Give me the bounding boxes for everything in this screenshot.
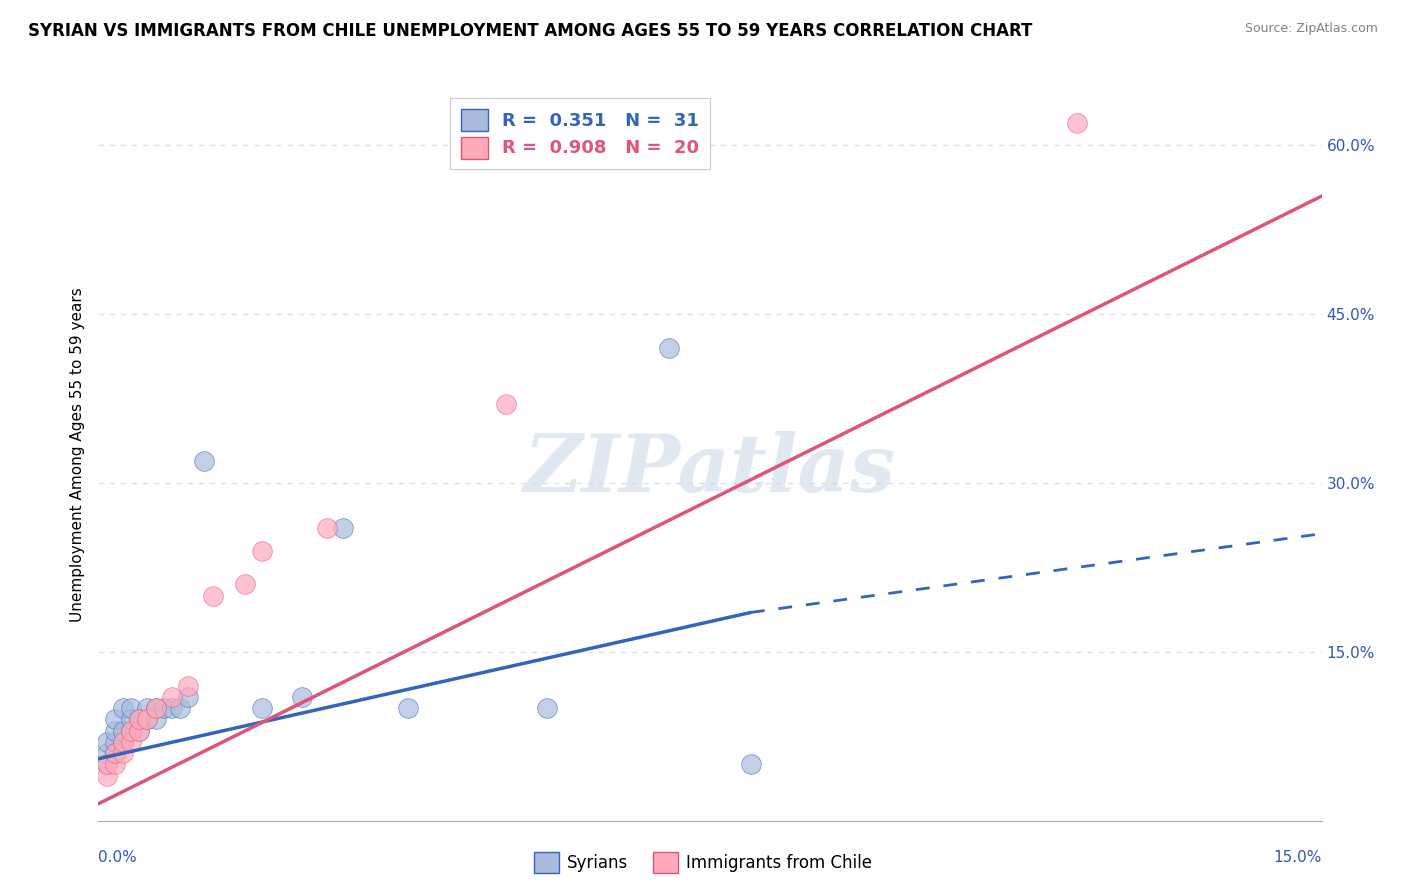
Point bbox=[136, 712, 159, 726]
Point bbox=[120, 723, 142, 738]
Point bbox=[104, 746, 127, 760]
Point bbox=[104, 735, 127, 749]
Point bbox=[120, 723, 142, 738]
Point bbox=[177, 679, 200, 693]
Point bbox=[396, 701, 419, 715]
Point bbox=[128, 712, 150, 726]
Point bbox=[104, 712, 127, 726]
Point bbox=[120, 712, 142, 726]
Point bbox=[169, 701, 191, 715]
Point bbox=[145, 701, 167, 715]
Point bbox=[177, 690, 200, 704]
Text: 15.0%: 15.0% bbox=[1274, 850, 1322, 865]
Point bbox=[495, 397, 517, 411]
Point bbox=[160, 690, 183, 704]
Point bbox=[291, 690, 314, 704]
Point bbox=[250, 701, 273, 715]
Point bbox=[332, 521, 354, 535]
Point bbox=[193, 453, 215, 467]
Point bbox=[136, 701, 159, 715]
Point bbox=[128, 723, 150, 738]
Point bbox=[120, 701, 142, 715]
Point bbox=[111, 746, 134, 760]
Point bbox=[111, 701, 134, 715]
Legend: R =  0.351   N =  31, R =  0.908   N =  20: R = 0.351 N = 31, R = 0.908 N = 20 bbox=[450, 98, 710, 169]
Point bbox=[536, 701, 558, 715]
Text: SYRIAN VS IMMIGRANTS FROM CHILE UNEMPLOYMENT AMONG AGES 55 TO 59 YEARS CORRELATI: SYRIAN VS IMMIGRANTS FROM CHILE UNEMPLOY… bbox=[28, 22, 1032, 40]
Point bbox=[160, 701, 183, 715]
Point bbox=[96, 757, 118, 772]
Point bbox=[152, 701, 174, 715]
Point bbox=[111, 735, 134, 749]
Point bbox=[104, 723, 127, 738]
Point bbox=[96, 735, 118, 749]
Point bbox=[658, 341, 681, 355]
Text: ZIPatlas: ZIPatlas bbox=[524, 431, 896, 508]
Point bbox=[104, 757, 127, 772]
Point bbox=[96, 746, 118, 760]
Point bbox=[233, 577, 256, 591]
Point bbox=[128, 712, 150, 726]
Point bbox=[1066, 116, 1088, 130]
Point bbox=[250, 543, 273, 558]
Point bbox=[201, 589, 224, 603]
Point bbox=[120, 735, 142, 749]
Point bbox=[104, 746, 127, 760]
Point bbox=[96, 769, 118, 783]
Y-axis label: Unemployment Among Ages 55 to 59 years: Unemployment Among Ages 55 to 59 years bbox=[69, 287, 84, 623]
Point bbox=[128, 723, 150, 738]
Point bbox=[315, 521, 337, 535]
Legend: Syrians, Immigrants from Chile: Syrians, Immigrants from Chile bbox=[527, 846, 879, 880]
Text: Source: ZipAtlas.com: Source: ZipAtlas.com bbox=[1244, 22, 1378, 36]
Point bbox=[111, 735, 134, 749]
Point bbox=[136, 712, 159, 726]
Point bbox=[740, 757, 762, 772]
Point bbox=[111, 723, 134, 738]
Text: 0.0%: 0.0% bbox=[98, 850, 138, 865]
Point bbox=[145, 701, 167, 715]
Point bbox=[96, 757, 118, 772]
Point bbox=[145, 712, 167, 726]
